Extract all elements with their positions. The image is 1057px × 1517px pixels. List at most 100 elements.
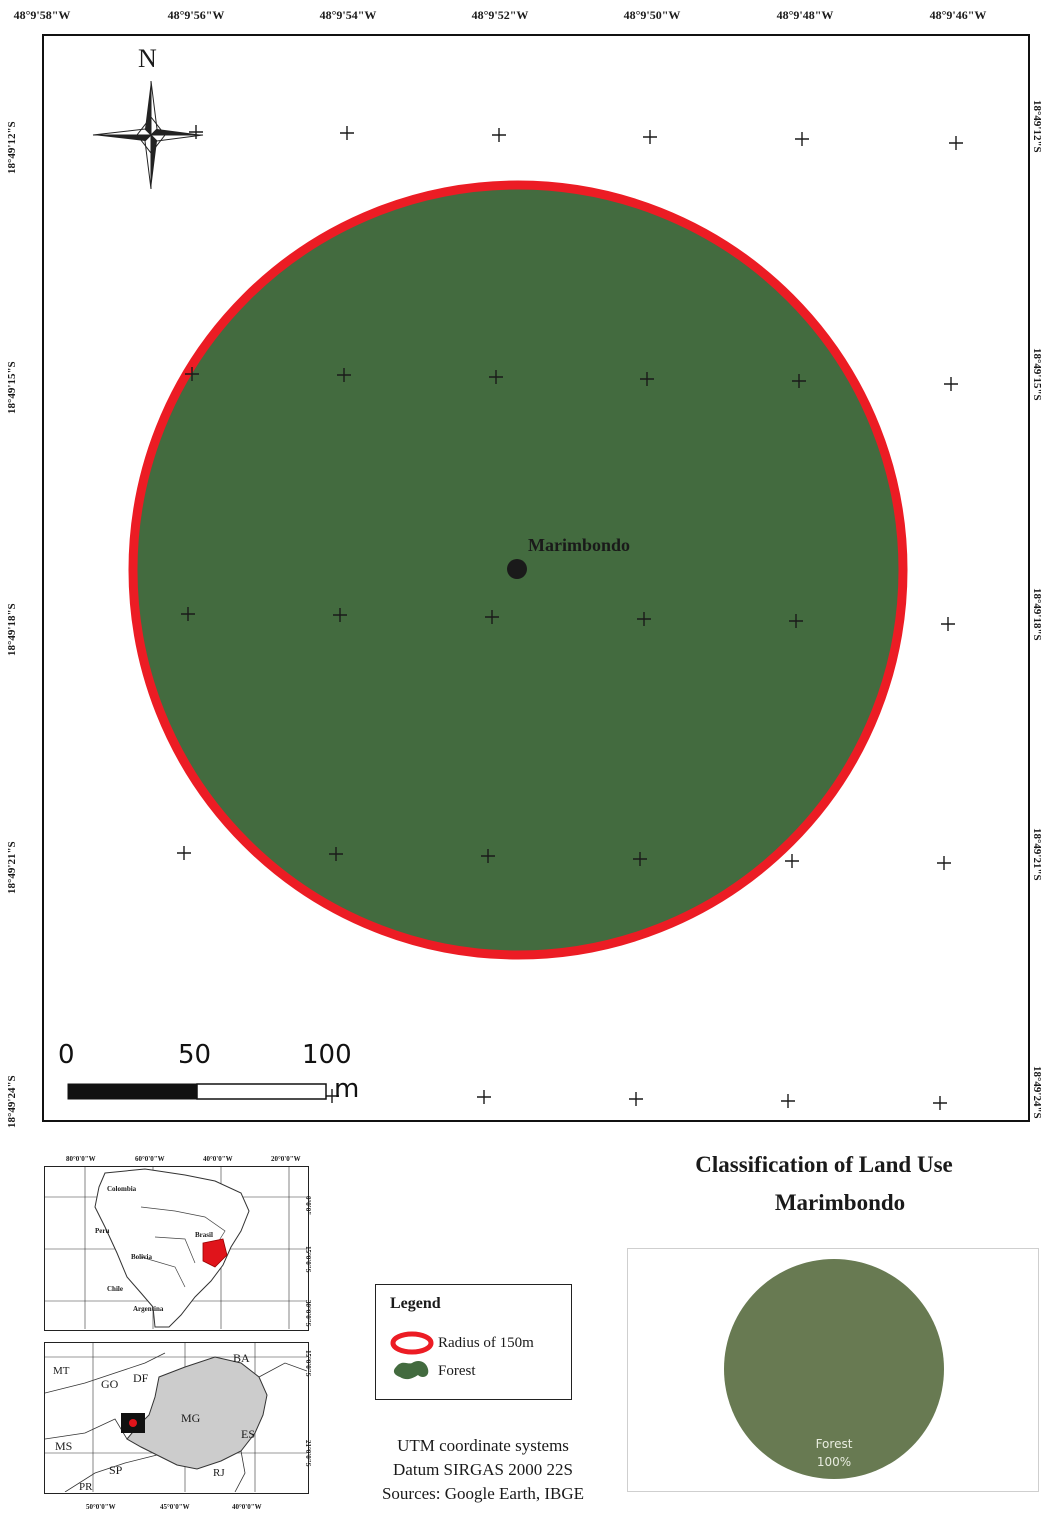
graticule-cross: [781, 1094, 795, 1108]
region-label-go: GO: [101, 1377, 119, 1391]
info-sources: Sources: Google Earth, IBGE: [381, 1484, 585, 1503]
lon-label-6: 48°9'48"W: [776, 8, 834, 22]
graticule-cross: [637, 612, 651, 626]
lat-label-left-4: 18°49'21"S: [6, 841, 18, 894]
north-label: N: [138, 44, 157, 73]
lon-label-3: 48°9'54"W: [319, 8, 377, 22]
region-label-df: DF: [133, 1371, 149, 1385]
legend-label-forest: Forest: [438, 1363, 476, 1379]
graticule-cross: [944, 377, 958, 391]
scale-unit: m: [334, 1074, 360, 1104]
region-label-ms: MS: [55, 1439, 73, 1453]
graticule-cross: [333, 608, 347, 622]
scale-label-0: 0: [58, 1040, 75, 1070]
graticule-cross: [181, 607, 195, 621]
lat-label-right-2: 18°49'15"S: [1031, 348, 1043, 401]
inset-region: MT GO DF BA MG ES MS SP RJ PR: [44, 1342, 309, 1494]
sa-label-bolivia: Bolivia: [131, 1253, 153, 1261]
graticule-cross: [337, 368, 351, 382]
sa-lon-label-2: 60°0'0"W: [135, 1155, 165, 1163]
graticule-cross: [941, 617, 955, 631]
classification-title-line2: Marimbondo: [774, 1190, 906, 1215]
sa-lat-label-2: 15°0'0"S: [304, 1246, 312, 1273]
lat-label-right-1: 18°49'12"S: [1031, 100, 1043, 153]
region-label-sp: SP: [109, 1463, 123, 1477]
pie-label-forest: Forest: [815, 1437, 853, 1451]
legend-label-radius: Radius of 150m: [438, 1335, 534, 1351]
graticule-cross: [633, 852, 647, 866]
sa-label-chile: Chile: [107, 1285, 123, 1293]
graticule-cross: [340, 126, 354, 140]
region-lon-label-1: 50°0'0"W: [86, 1503, 116, 1511]
sa-lon-label-3: 40°0'0"W: [203, 1155, 233, 1163]
lat-label-right-5: 18°49'24"S: [1031, 1066, 1043, 1119]
graticule-cross: [189, 125, 203, 139]
region-label-mt: MT: [53, 1365, 70, 1377]
sa-label-peru: Peru: [95, 1227, 110, 1235]
region-label-pr: PR: [79, 1481, 93, 1493]
graticule-cross: [329, 847, 343, 861]
legend-red-ring-icon: [390, 1331, 434, 1355]
pie-chart-panel: Forest 100%: [627, 1248, 1039, 1492]
graticule-cross: [185, 367, 199, 381]
graticule-cross: [489, 370, 503, 384]
map-frame: [42, 34, 1030, 1122]
graticule-cross: [640, 372, 654, 386]
sa-label-brasil: Brasil: [195, 1231, 213, 1239]
region-map: [44, 1343, 308, 1493]
lon-label-4: 48°9'52"W: [471, 8, 529, 22]
lon-label-7: 48°9'46"W: [929, 8, 987, 22]
graticule-cross: [933, 1096, 947, 1110]
sa-label-colombia: Colombia: [107, 1185, 137, 1193]
lat-label-left-2: 18°49'15"S: [6, 361, 18, 414]
graticule-cross: [792, 374, 806, 388]
sa-lon-label-1: 80°0'0"W: [66, 1155, 96, 1163]
marimbondo-label: Marimbondo: [528, 535, 631, 555]
region-label-rj: RJ: [213, 1467, 225, 1479]
lat-label-left-3: 18°49'18"S: [6, 603, 18, 656]
lat-label-left-5: 18°49'24"S: [6, 1075, 18, 1128]
legend: Legend Radius of 150m Forest: [375, 1284, 572, 1400]
region-lon-label-3: 40°0'0"W: [232, 1503, 262, 1511]
graticule-cross: [937, 856, 951, 870]
region-label-es: ES: [241, 1427, 256, 1441]
graticule-cross: [485, 610, 499, 624]
pie-slice-forest: [724, 1259, 944, 1479]
legend-forest-icon: [393, 1361, 429, 1380]
sa-lat-label-3: 30°0'0"S: [304, 1300, 312, 1327]
graticule-cross: [789, 614, 803, 628]
inset-south-america: Colombia Peru Brasil Bolivia Chile Argen…: [44, 1166, 309, 1331]
info-datum: Datum SIRGAS 2000 22S: [393, 1460, 573, 1479]
graticule-cross: [325, 1089, 339, 1103]
graticule-cross: [629, 1092, 643, 1106]
marimbondo-point[interactable]: [507, 559, 527, 579]
region-label-ba: BA: [233, 1351, 250, 1365]
lon-label-1: 48°9'58"W: [13, 8, 71, 22]
graticule-cross: [795, 132, 809, 146]
sa-lon-label-4: 20°0'0"W: [271, 1155, 301, 1163]
lon-label-5: 48°9'50"W: [623, 8, 681, 22]
scale-bar: [67, 1083, 327, 1100]
south-america-map: [45, 1167, 307, 1329]
legend-title: Legend: [390, 1295, 441, 1312]
lat-label-left-1: 18°49'12"S: [6, 121, 18, 174]
main-map: [67, 80, 963, 1110]
region-lat-label-1: 15°0'0"S: [304, 1350, 312, 1377]
pie-label-forest-value: 100%: [816, 1455, 852, 1469]
graticule-cross: [785, 854, 799, 868]
lat-label-right-3: 18°49'18"S: [1031, 588, 1043, 641]
region-lat-label-2: 21°0'0"S: [304, 1440, 312, 1467]
region-label-mg: MG: [181, 1411, 201, 1425]
region-lon-label-2: 45°0'0"W: [160, 1503, 190, 1511]
graticule-cross: [949, 136, 963, 150]
scale-label-50: 50: [178, 1040, 212, 1070]
graticule-cross: [481, 849, 495, 863]
classification-title-line1: Classification of Land Use: [695, 1152, 953, 1177]
north-arrow-icon: [92, 80, 204, 190]
graticule-cross: [643, 130, 657, 144]
graticule-cross: [492, 128, 506, 142]
graticule-cross: [477, 1090, 491, 1104]
lat-label-right-4: 18°49'21"S: [1031, 828, 1043, 881]
lon-label-2: 48°9'56"W: [167, 8, 225, 22]
info-utm: UTM coordinate systems: [397, 1436, 569, 1455]
